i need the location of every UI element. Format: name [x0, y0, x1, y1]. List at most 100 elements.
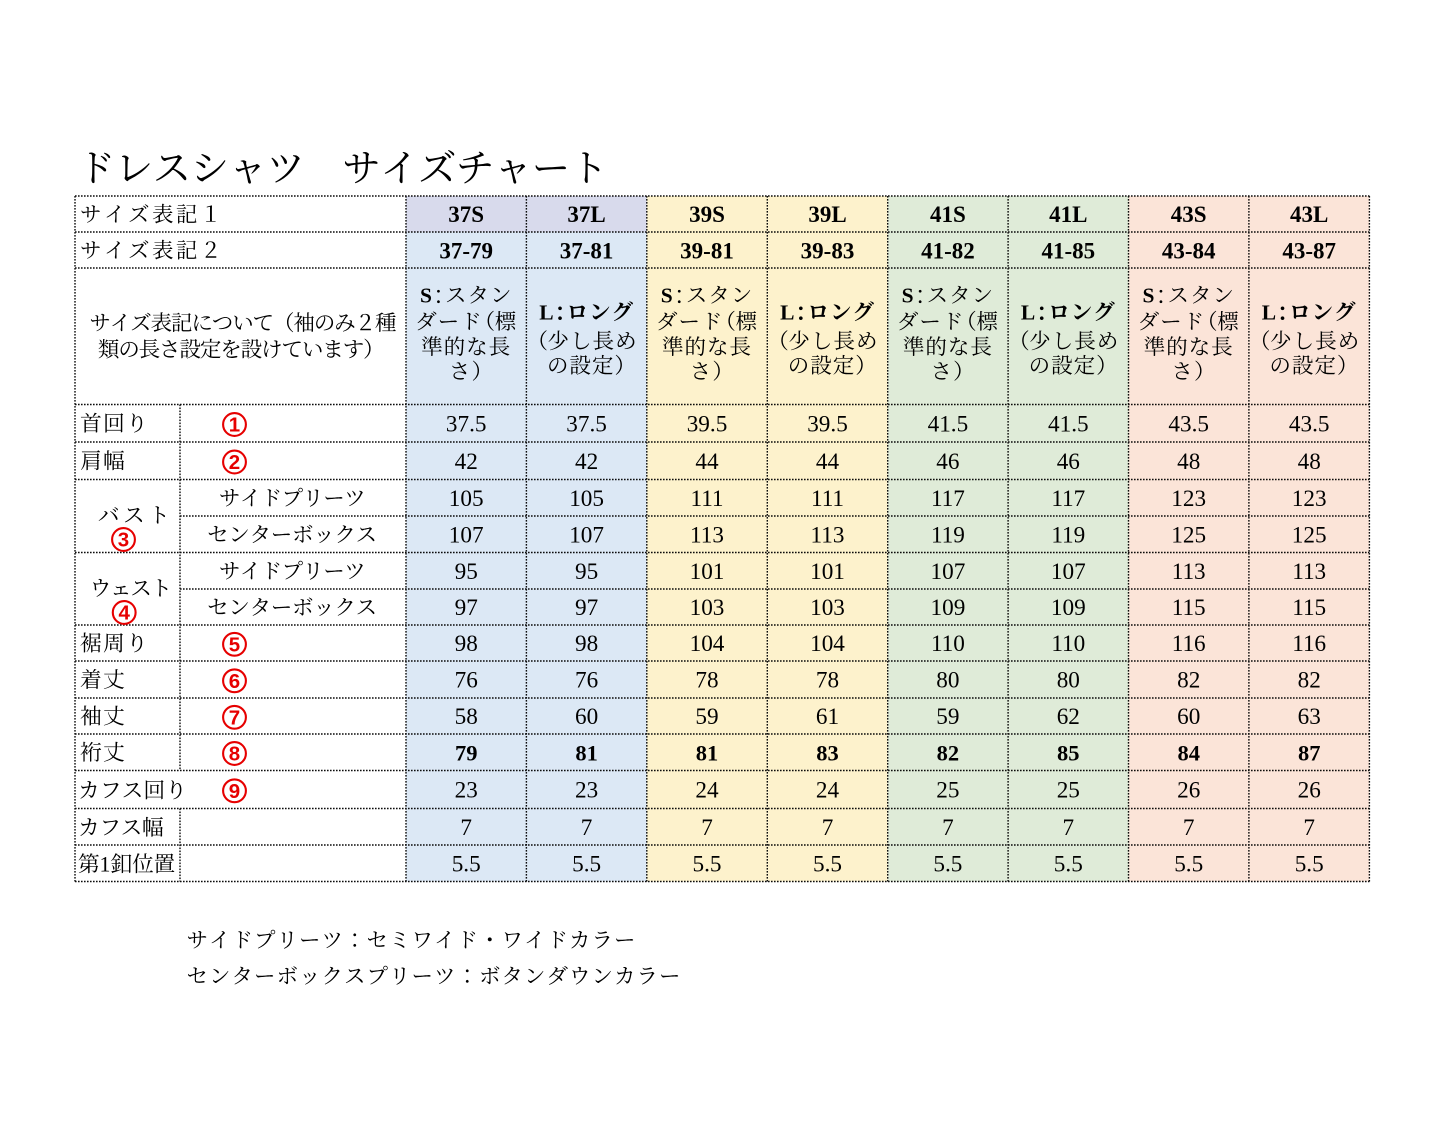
svg-text:7: 7: [229, 707, 240, 730]
svg-text:84: 84: [1177, 741, 1200, 766]
svg-text:60: 60: [1177, 704, 1200, 730]
svg-text:S: S: [1143, 284, 1155, 308]
svg-text:80: 80: [936, 668, 959, 694]
svg-text:107: 107: [569, 523, 604, 549]
svg-text:S: S: [902, 284, 914, 308]
svg-text:43L: 43L: [1290, 202, 1328, 227]
svg-text:119: 119: [1051, 523, 1085, 549]
svg-text:7: 7: [942, 815, 954, 841]
svg-text:37S: 37S: [448, 202, 484, 227]
svg-text:116: 116: [1172, 631, 1206, 657]
svg-text:113: 113: [811, 523, 845, 549]
svg-text:42: 42: [455, 449, 478, 475]
svg-text:5: 5: [229, 634, 240, 657]
svg-text:37L: 37L: [567, 202, 605, 227]
svg-text:82: 82: [1298, 668, 1321, 694]
svg-text:1: 1: [100, 853, 111, 877]
svg-text:113: 113: [1172, 559, 1206, 585]
svg-text:L: L: [539, 301, 553, 325]
svg-text:37.5: 37.5: [446, 411, 487, 437]
svg-text:61: 61: [816, 704, 839, 730]
svg-text:39.5: 39.5: [807, 411, 848, 437]
svg-text:78: 78: [695, 668, 718, 694]
svg-text:79: 79: [455, 741, 478, 766]
svg-text:103: 103: [690, 595, 725, 621]
svg-text:7: 7: [460, 815, 472, 841]
svg-text:95: 95: [455, 559, 478, 585]
svg-text:111: 111: [690, 486, 723, 512]
svg-text:117: 117: [1051, 486, 1085, 512]
svg-text:109: 109: [1051, 595, 1086, 621]
svg-text:37-79: 37-79: [439, 238, 493, 263]
svg-text:42: 42: [575, 449, 598, 475]
svg-text:39S: 39S: [689, 202, 725, 227]
svg-text:23: 23: [575, 778, 598, 804]
svg-text:44: 44: [695, 449, 719, 475]
svg-text:123: 123: [1171, 486, 1206, 512]
svg-text:39-83: 39-83: [801, 238, 855, 263]
svg-text:125: 125: [1171, 523, 1206, 549]
svg-text:43.5: 43.5: [1289, 411, 1330, 437]
svg-text:9: 9: [229, 780, 240, 803]
svg-text:2: 2: [229, 451, 240, 474]
svg-text:37.5: 37.5: [566, 411, 607, 437]
svg-text:60: 60: [575, 704, 598, 730]
svg-text:5.5: 5.5: [813, 852, 842, 878]
svg-text:23: 23: [455, 778, 478, 804]
svg-text:104: 104: [690, 631, 725, 657]
svg-text:5.5: 5.5: [452, 852, 481, 878]
svg-text:7: 7: [1303, 815, 1315, 841]
svg-text:87: 87: [1298, 741, 1321, 766]
svg-text:S: S: [420, 284, 432, 308]
svg-text:S: S: [661, 284, 673, 308]
svg-text:4: 4: [118, 602, 130, 625]
svg-text:7: 7: [1063, 815, 1075, 841]
svg-text:6: 6: [229, 670, 240, 693]
svg-text:7: 7: [701, 815, 713, 841]
svg-text:5.5: 5.5: [1174, 852, 1203, 878]
svg-text:43-87: 43-87: [1282, 238, 1336, 263]
svg-text:119: 119: [931, 523, 965, 549]
svg-text:115: 115: [1292, 595, 1326, 621]
svg-text:26: 26: [1298, 778, 1321, 804]
svg-text:41-82: 41-82: [921, 238, 975, 263]
svg-text:76: 76: [575, 668, 598, 694]
svg-text:43.5: 43.5: [1168, 411, 1209, 437]
svg-text:41S: 41S: [930, 202, 966, 227]
svg-text:48: 48: [1298, 449, 1321, 475]
svg-text:104: 104: [810, 631, 845, 657]
svg-text:39-81: 39-81: [680, 238, 734, 263]
svg-text:25: 25: [936, 778, 959, 804]
svg-text:L: L: [1262, 301, 1276, 325]
svg-text:82: 82: [937, 741, 960, 766]
svg-text:113: 113: [690, 523, 724, 549]
svg-text:48: 48: [1177, 449, 1200, 475]
svg-text:116: 116: [1292, 631, 1326, 657]
svg-text:101: 101: [690, 559, 725, 585]
svg-text:107: 107: [449, 523, 484, 549]
svg-text:59: 59: [695, 704, 718, 730]
svg-text:97: 97: [455, 595, 478, 621]
svg-text:1: 1: [229, 414, 240, 437]
svg-text:L: L: [780, 301, 794, 325]
svg-text:110: 110: [931, 631, 965, 657]
svg-text:37-81: 37-81: [560, 238, 614, 263]
svg-text:26: 26: [1177, 778, 1200, 804]
svg-text:111: 111: [811, 486, 844, 512]
svg-text:5.5: 5.5: [693, 852, 722, 878]
svg-text:5.5: 5.5: [572, 852, 601, 878]
svg-text:101: 101: [810, 559, 845, 585]
svg-text:107: 107: [1051, 559, 1086, 585]
svg-text:7: 7: [1183, 815, 1195, 841]
svg-text:81: 81: [575, 741, 598, 766]
svg-text:41L: 41L: [1049, 202, 1087, 227]
svg-text:85: 85: [1057, 741, 1080, 766]
svg-text:107: 107: [931, 559, 966, 585]
svg-text:103: 103: [810, 595, 845, 621]
svg-text:43-84: 43-84: [1162, 238, 1216, 263]
svg-text:5.5: 5.5: [1054, 852, 1083, 878]
svg-text:46: 46: [1057, 449, 1080, 475]
svg-text:98: 98: [575, 631, 598, 657]
svg-text:117: 117: [931, 486, 965, 512]
svg-text:41.5: 41.5: [928, 411, 969, 437]
